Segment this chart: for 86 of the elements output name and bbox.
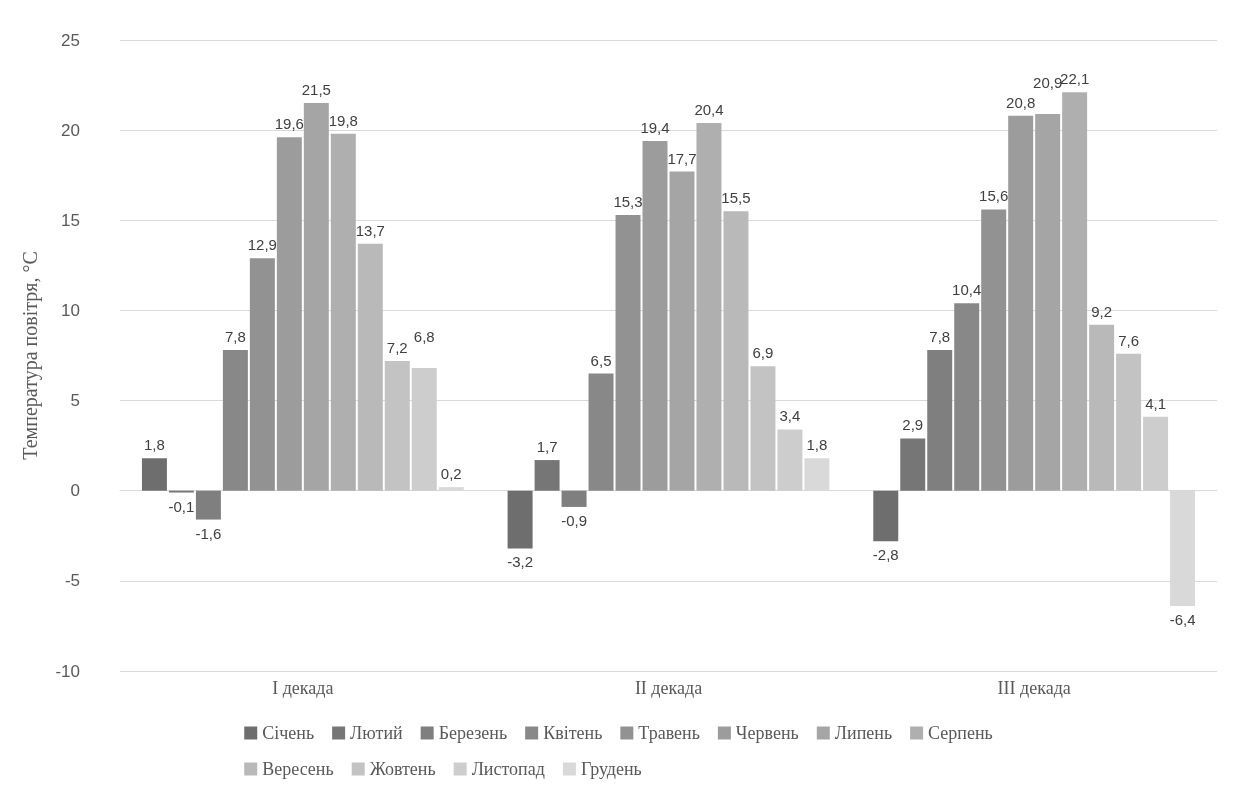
bar [141, 458, 167, 491]
data-label: 19,8 [328, 111, 358, 129]
bar [303, 103, 329, 491]
bar [195, 490, 221, 520]
y-axis-title: Температура повітря, °C [19, 251, 42, 460]
y-tick-label: 0 [70, 481, 80, 501]
data-label: 15,6 [979, 187, 1009, 205]
legend-label: Липень [834, 723, 893, 743]
bar [696, 122, 722, 491]
legend-label: Вересень [262, 759, 334, 779]
bar [900, 438, 926, 491]
legend-label: Грудень [580, 759, 642, 779]
data-label: 0,2 [440, 465, 462, 483]
data-label: -1,6 [195, 524, 222, 542]
data-label: 2,9 [902, 416, 924, 434]
data-label: 9,2 [1091, 302, 1113, 320]
data-label: 1,8 [806, 436, 828, 454]
data-label: 7,2 [386, 338, 408, 356]
legend-label: Листопад [471, 759, 545, 779]
bar [750, 366, 776, 491]
bar [615, 214, 641, 491]
data-label: 15,3 [613, 192, 643, 210]
legend-label: Березень [438, 723, 508, 743]
bar [1008, 115, 1034, 491]
bar [249, 258, 275, 491]
bar [222, 350, 248, 491]
y-tick-label: 25 [61, 30, 80, 50]
data-label: 19,6 [274, 115, 304, 133]
data-label: 20,4 [694, 100, 724, 118]
bar [588, 373, 614, 491]
data-label: 6,5 [590, 351, 612, 369]
bar [954, 303, 980, 491]
bar [534, 460, 560, 491]
data-label: 21,5 [301, 81, 331, 99]
legend-label: Серпень [928, 723, 993, 743]
legend-label: Травень [638, 723, 700, 743]
data-label: 13,7 [355, 221, 385, 239]
data-label: -3,2 [507, 553, 534, 571]
x-tick-label: III декада [997, 678, 1071, 698]
bar [384, 360, 410, 491]
bar [276, 137, 302, 491]
legend-label: Квітень [543, 723, 603, 743]
data-label: -0,9 [561, 511, 587, 529]
data-label: 1,7 [536, 438, 558, 456]
bar [1089, 324, 1115, 491]
y-tick-label: 15 [61, 210, 80, 230]
data-label: -0,1 [168, 497, 195, 515]
legend-label: Лютий [350, 723, 404, 743]
legend-label: Січень [262, 723, 315, 743]
data-label: 6,8 [413, 328, 435, 346]
y-tick-label: 5 [70, 391, 80, 411]
data-label: 4,1 [1145, 394, 1167, 412]
bar [357, 243, 383, 491]
data-label: 7,6 [1118, 331, 1140, 349]
data-label: 12,9 [247, 236, 277, 254]
y-tick-label: 10 [61, 300, 80, 320]
data-label: 6,9 [752, 344, 774, 362]
y-tick-label: 20 [61, 120, 80, 140]
x-tick-label: I декада [272, 678, 334, 698]
data-label: 1,8 [144, 436, 165, 454]
bar [330, 133, 356, 491]
bar [723, 211, 749, 491]
bar [507, 490, 533, 549]
bar [981, 209, 1007, 491]
data-label: 7,8 [929, 328, 951, 346]
bar [873, 490, 899, 542]
data-label: 10,4 [952, 281, 982, 299]
bar [561, 490, 587, 507]
data-label: 19,4 [640, 118, 670, 136]
y-tick-label: -5 [64, 571, 80, 591]
data-label: 3,4 [779, 407, 801, 425]
data-label: 20,8 [1006, 93, 1036, 111]
x-tick-label: II декада [634, 678, 703, 698]
bar [1035, 113, 1061, 491]
data-label: -2,8 [872, 546, 899, 564]
data-label: 22,1 [1060, 70, 1090, 88]
bar [927, 350, 953, 491]
data-label: 7,8 [224, 328, 246, 346]
data-label: 15,5 [721, 189, 751, 207]
legend-label: Жовтень [369, 759, 436, 779]
legend-label: Червень [735, 723, 799, 743]
bar [1062, 92, 1088, 491]
y-tick-label: -10 [55, 661, 80, 681]
data-label: -6,4 [1169, 611, 1196, 629]
bar [1116, 353, 1142, 491]
data-label: 17,7 [667, 149, 697, 167]
